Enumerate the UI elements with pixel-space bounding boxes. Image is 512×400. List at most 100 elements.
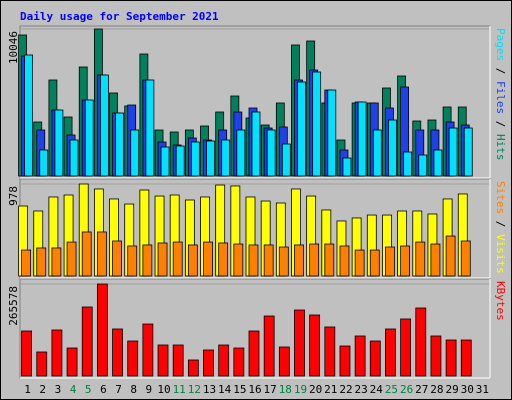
x-tick-label: 3 [55,383,62,396]
bar [263,315,275,377]
x-tick-label: 15 [233,383,246,396]
bar [84,99,94,177]
bar [385,246,395,277]
x-tick-label: 4 [70,383,77,396]
bar [187,244,198,277]
bar [142,244,153,277]
legend-entry: Visits [494,234,507,274]
x-tick-label: 28 [430,383,443,396]
bar [172,241,183,277]
x-tick-label: 31 [476,383,489,396]
bar [294,244,304,277]
x-tick-label: 27 [415,383,428,396]
bar [236,129,246,177]
bar [430,243,441,277]
x-tick-label: 26 [400,383,413,396]
x-tick-label: 19 [294,383,307,396]
bar [324,243,335,277]
legend-entry: Hits [494,134,507,161]
bar [157,242,168,277]
bar [309,243,320,277]
bar [69,139,79,177]
bar [385,328,396,377]
bar [66,241,77,277]
x-tick-label: 23 [355,383,368,396]
bar [251,111,261,177]
bar [372,129,382,177]
x-tick-label: 1 [24,383,31,396]
bar [266,129,276,177]
x-tick-label: 8 [130,383,137,396]
legend: Sites / Visits [494,181,507,274]
bar [221,139,231,177]
bar [415,241,426,277]
bar [248,330,260,377]
bar [418,154,428,177]
bar [233,243,244,277]
bar [187,359,199,377]
bar [445,235,456,277]
bar [96,231,107,277]
bar [445,339,457,377]
bar [145,79,155,177]
bar [127,245,138,277]
bar [218,344,230,377]
bar [81,306,93,377]
bar [324,326,336,377]
bar [51,247,62,277]
legend-separator: / [494,114,507,134]
bar [400,245,411,277]
bar [327,89,337,177]
legend-entry: Files [494,81,507,114]
bar [278,346,290,377]
bar [66,347,78,377]
bar [39,149,49,177]
bar [175,145,185,177]
bar [369,340,381,377]
bar [463,127,473,177]
bar [388,119,397,177]
x-tick-label: 12 [188,383,201,396]
bar [157,344,169,377]
bar [448,127,458,177]
bar [357,101,367,177]
x-tick-label: 24 [370,383,384,396]
bar [36,351,48,377]
bar [51,329,63,377]
x-tick-label: 10 [157,383,170,396]
bar [206,140,215,177]
bar [172,344,184,377]
bar [339,345,351,377]
bar [342,157,352,177]
bar [130,129,140,177]
bar [203,349,214,377]
bar [233,347,245,377]
bar [21,249,31,277]
x-tick-label: 16 [248,383,261,396]
x-tick-label: 25 [385,383,398,396]
bar [21,330,32,377]
legend-separator: / [494,214,507,234]
x-tick-label: 11 [173,383,186,396]
x-tick-label: 5 [85,383,92,396]
x-tick-label: 9 [146,383,153,396]
bar [112,240,122,277]
bar [309,314,321,377]
x-tick-label: 14 [218,383,232,396]
legend-entry: Pages [494,28,507,61]
x-tick-label: 18 [279,383,292,396]
legend: Pages / Files / Hits [494,28,507,161]
legend-entry: Sites [494,181,507,214]
x-tick-label: 20 [309,383,322,396]
bar [112,328,123,377]
x-tick-label: 21 [324,383,337,396]
x-tick-label: 13 [203,383,216,396]
bar [190,141,200,177]
legend-entry: KBytes [494,281,507,321]
bar [433,149,443,177]
x-tick-label: 29 [445,383,458,396]
bar [339,245,350,277]
bar [218,242,229,277]
bar [263,244,274,277]
bar [160,146,170,177]
